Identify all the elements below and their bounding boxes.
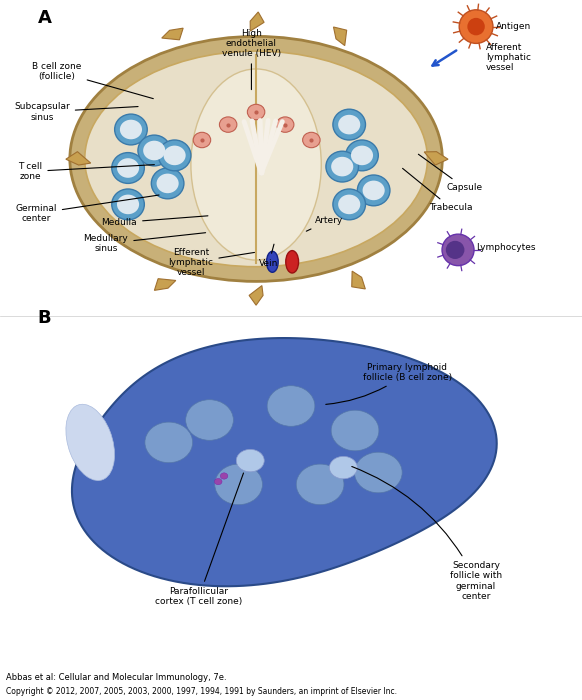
Ellipse shape [158, 140, 191, 171]
Ellipse shape [331, 410, 379, 451]
Ellipse shape [191, 69, 321, 260]
Ellipse shape [442, 234, 474, 265]
Ellipse shape [236, 449, 264, 472]
Ellipse shape [267, 251, 278, 272]
Text: Medulla: Medulla [101, 216, 208, 227]
Ellipse shape [276, 117, 294, 132]
Text: Germinal
center: Germinal center [15, 195, 159, 223]
Polygon shape [72, 338, 496, 587]
Text: A: A [38, 9, 52, 27]
Text: Efferent
lymphatic
vessel: Efferent lymphatic vessel [168, 248, 254, 277]
Ellipse shape [459, 10, 493, 43]
Polygon shape [66, 152, 91, 165]
Polygon shape [154, 279, 176, 290]
Ellipse shape [286, 251, 299, 273]
Ellipse shape [117, 158, 139, 178]
Text: Lymphocytes: Lymphocytes [476, 244, 535, 252]
Text: Afferent
lymphatic
vessel: Afferent lymphatic vessel [486, 43, 531, 72]
Text: Primary lymphoid
follicle (B cell zone): Primary lymphoid follicle (B cell zone) [326, 363, 452, 405]
Ellipse shape [112, 153, 144, 183]
Polygon shape [352, 271, 365, 289]
Ellipse shape [70, 36, 442, 281]
Ellipse shape [296, 464, 344, 505]
Polygon shape [333, 27, 347, 46]
Text: B cell zone
(follicle): B cell zone (follicle) [33, 62, 153, 99]
Ellipse shape [267, 386, 315, 426]
Text: Secondary
follicle with
germinal
center: Secondary follicle with germinal center [352, 466, 502, 601]
Ellipse shape [66, 405, 115, 480]
Ellipse shape [220, 473, 228, 479]
Ellipse shape [303, 132, 320, 148]
Text: Copyright © 2012, 2007, 2005, 2003, 2000, 1997, 1994, 1991 by Saunders, an impri: Copyright © 2012, 2007, 2005, 2003, 2000… [6, 687, 397, 696]
Text: Medullary
sinus: Medullary sinus [84, 232, 205, 253]
Ellipse shape [326, 151, 359, 182]
Ellipse shape [331, 157, 353, 176]
Ellipse shape [85, 51, 427, 267]
Text: Subcapsular
sinus: Subcapsular sinus [14, 102, 138, 122]
Ellipse shape [145, 422, 193, 463]
Ellipse shape [214, 479, 222, 484]
Text: Capsule: Capsule [418, 154, 482, 192]
Ellipse shape [333, 109, 365, 140]
Polygon shape [249, 286, 263, 305]
Ellipse shape [357, 175, 390, 206]
Text: Vein: Vein [259, 244, 279, 267]
Ellipse shape [338, 115, 360, 134]
Ellipse shape [112, 189, 144, 220]
Polygon shape [424, 152, 448, 165]
Ellipse shape [157, 174, 179, 193]
Ellipse shape [338, 195, 360, 214]
Polygon shape [162, 28, 183, 40]
Ellipse shape [351, 146, 373, 165]
Ellipse shape [346, 140, 378, 171]
Polygon shape [250, 12, 264, 31]
Ellipse shape [354, 452, 402, 493]
Ellipse shape [467, 18, 485, 35]
Ellipse shape [215, 464, 262, 505]
Ellipse shape [247, 104, 265, 120]
Ellipse shape [219, 117, 237, 132]
Ellipse shape [333, 189, 365, 220]
Text: B: B [38, 309, 51, 328]
Ellipse shape [143, 141, 165, 160]
Ellipse shape [329, 456, 357, 479]
Ellipse shape [117, 195, 139, 214]
Text: Artery: Artery [306, 216, 343, 231]
Ellipse shape [186, 400, 233, 440]
Ellipse shape [363, 181, 385, 200]
Text: Abbas et al: Cellular and Molecular Immunology, 7e.: Abbas et al: Cellular and Molecular Immu… [6, 673, 226, 682]
Text: T cell
zone: T cell zone [18, 162, 154, 181]
Ellipse shape [151, 168, 184, 199]
Text: Parafollicular
cortex (T cell zone): Parafollicular cortex (T cell zone) [155, 473, 243, 606]
Text: Antigen: Antigen [496, 22, 531, 31]
Ellipse shape [446, 241, 464, 259]
Ellipse shape [120, 120, 142, 139]
Text: High
endothelial
venule (HEV): High endothelial venule (HEV) [222, 29, 281, 90]
Ellipse shape [115, 114, 147, 145]
Ellipse shape [193, 132, 211, 148]
Ellipse shape [164, 146, 186, 165]
Ellipse shape [138, 135, 171, 166]
Text: Trabecula: Trabecula [403, 169, 473, 212]
